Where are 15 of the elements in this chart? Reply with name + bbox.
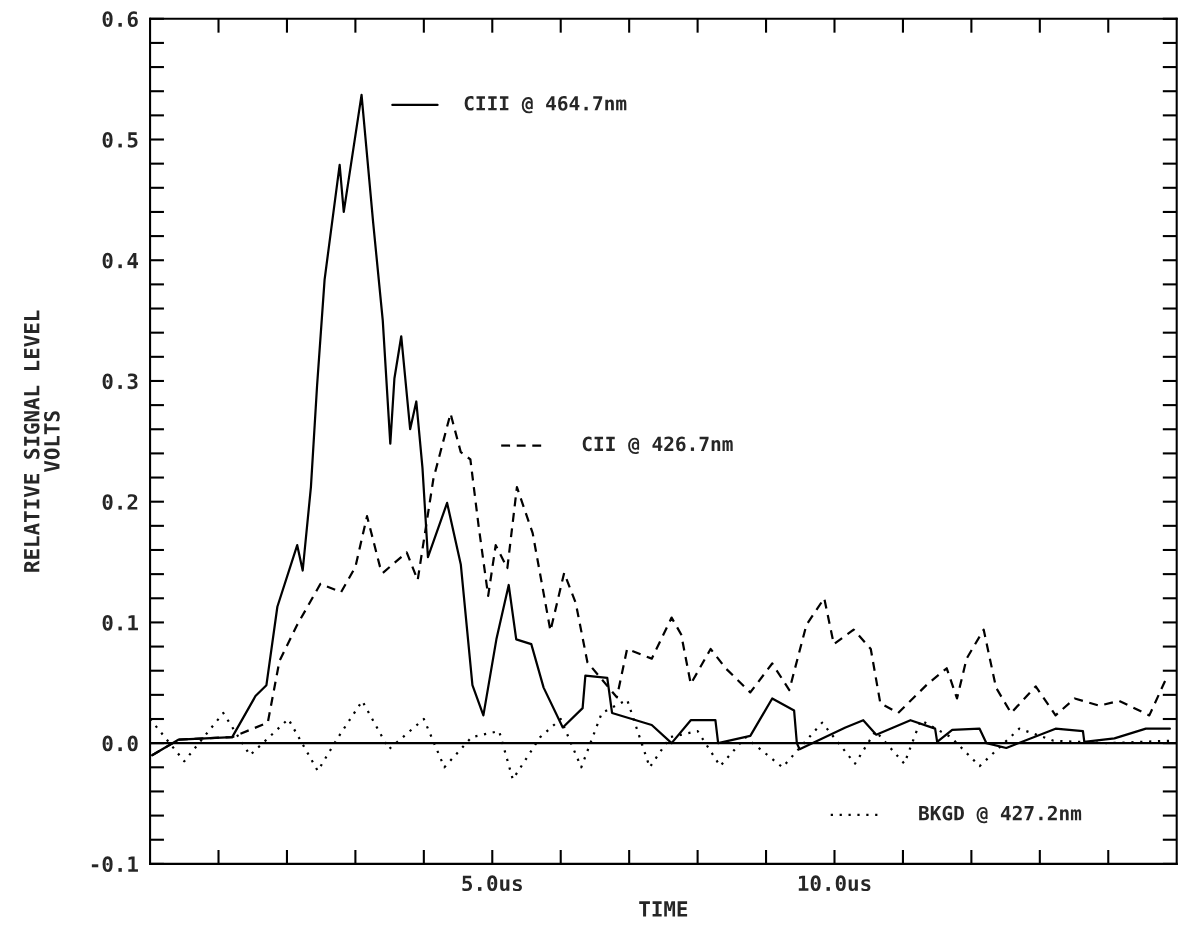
legend-label: BKGD @ 427.2nm: [919, 805, 1082, 824]
y-tick-label: 0.6: [102, 11, 138, 28]
y-tick-label: 0.0: [102, 735, 138, 752]
y-tick-label: 0.3: [102, 373, 138, 390]
y-axis-title: RELATIVE SIGNAL LEVEL VOLTS: [23, 310, 60, 572]
y-tick-label: 0.4: [102, 252, 139, 269]
legend-label: CII @ 426.7nm: [582, 436, 733, 454]
x-tick-label: 5.0us: [462, 875, 522, 892]
y-tick-label: -0.1: [91, 856, 138, 873]
y-tick-label: 0.2: [102, 494, 138, 510]
x-tick-label: 10.0us: [798, 875, 871, 892]
y-tick-label: 0.5: [102, 131, 138, 148]
x-axis-title: TIME: [639, 901, 688, 917]
y-tick-label: 0.1: [102, 614, 138, 631]
legend-label: CIII @ 464.7nm: [464, 95, 627, 114]
